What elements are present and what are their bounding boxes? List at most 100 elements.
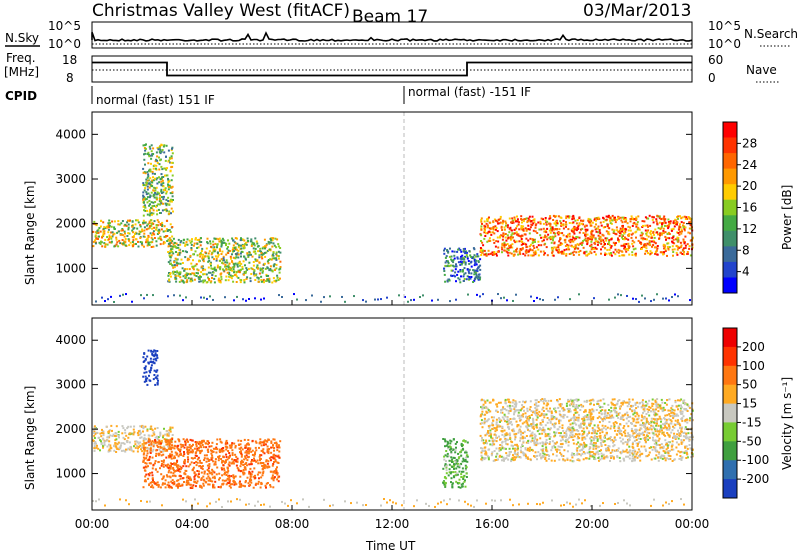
echo-cell	[162, 476, 165, 479]
echo-cell	[154, 427, 157, 430]
echo-cell	[623, 243, 626, 246]
echo-cell	[108, 226, 111, 229]
echo-cell	[557, 251, 560, 254]
echo-cell	[574, 219, 577, 222]
echo-cell	[463, 247, 466, 250]
echo-cell	[178, 453, 181, 456]
echo-cell	[444, 439, 447, 442]
echo-cell	[258, 272, 261, 275]
echo-cell	[139, 436, 142, 439]
echo-cell	[172, 483, 175, 486]
echo-cell	[570, 240, 573, 243]
echo-cell	[634, 252, 637, 255]
echo-cell	[498, 222, 501, 225]
echo-cell	[177, 479, 180, 482]
echo-cell	[628, 245, 631, 248]
echo-cell	[450, 459, 453, 462]
echo-cell	[254, 274, 257, 277]
echo-cell	[144, 163, 146, 166]
echo-cell	[497, 218, 500, 221]
echo-cell	[197, 475, 199, 478]
echo-cell	[104, 504, 106, 507]
echo-cell	[254, 250, 257, 253]
echo-cell	[667, 231, 670, 234]
echo-cell	[449, 498, 451, 501]
echo-cell	[187, 481, 190, 484]
echo-cell	[143, 235, 146, 238]
echo-cell	[155, 370, 158, 373]
echo-cell	[585, 415, 588, 418]
echo-cell	[95, 500, 97, 503]
echo-cell	[535, 412, 538, 414]
echo-cell	[271, 456, 274, 459]
echo-cell	[589, 244, 592, 247]
echo-cell	[460, 473, 463, 476]
echo-cell	[575, 503, 577, 506]
echo-cell	[595, 253, 597, 256]
echo-cell	[590, 441, 593, 444]
echo-cell	[583, 238, 586, 241]
echo-cell	[529, 248, 532, 251]
echo-cell	[250, 463, 253, 466]
echo-cell	[143, 245, 145, 248]
echo-cell	[508, 447, 511, 450]
echo-cell	[234, 237, 237, 240]
echo-cell	[222, 255, 225, 258]
echo-cell	[229, 269, 232, 271]
echo-cell	[212, 240, 215, 243]
echo-cell	[688, 227, 691, 230]
echo-cell	[233, 264, 236, 267]
echo-cell	[147, 175, 150, 178]
echo-cell	[208, 445, 211, 448]
echo-cell	[158, 439, 161, 442]
echo-cell	[227, 279, 230, 282]
echo-cell	[463, 267, 466, 270]
echo-cell	[660, 233, 663, 236]
echo-cell	[172, 210, 174, 213]
echo-cell	[547, 435, 550, 438]
echo-cell	[602, 220, 605, 223]
echo-cell	[448, 471, 451, 474]
echo-cell	[217, 279, 220, 282]
echo-cell	[136, 441, 139, 444]
echo-cell	[148, 196, 151, 199]
echo-cell	[449, 472, 452, 475]
echo-cell	[204, 251, 207, 254]
echo-cell	[152, 147, 155, 150]
y-tick-label: 4000	[55, 127, 86, 141]
echo-cell	[210, 253, 213, 256]
echo-cell	[279, 267, 282, 270]
echo-cell	[192, 259, 194, 262]
echo-cell	[156, 427, 159, 429]
echo-cell	[151, 481, 154, 484]
echo-cell	[514, 458, 516, 461]
echo-cell	[268, 277, 271, 280]
echo-cell	[512, 254, 515, 257]
echo-cell	[686, 253, 689, 255]
echo-cell	[144, 425, 147, 428]
echo-cell	[234, 475, 237, 478]
echo-cell	[144, 184, 147, 187]
echo-cell	[476, 293, 478, 296]
echo-cell	[255, 460, 258, 463]
echo-cell	[242, 238, 245, 241]
echo-cell	[241, 267, 244, 270]
echo-cell	[677, 408, 679, 411]
echo-cell	[653, 433, 656, 436]
echo-cell	[551, 499, 553, 502]
echo-cell	[549, 223, 552, 226]
echo-cell	[200, 478, 203, 481]
echo-cell	[251, 241, 254, 244]
echo-cell	[689, 254, 692, 257]
echo-cell	[537, 221, 540, 224]
echo-cell	[598, 415, 601, 418]
echo-cell	[464, 479, 466, 482]
echo-cell	[578, 253, 581, 256]
echo-cell	[142, 194, 145, 197]
echo-cell	[166, 202, 169, 205]
colorbar-swatch	[723, 261, 737, 278]
echo-cell	[158, 448, 161, 451]
echo-cell	[118, 223, 121, 226]
echo-cell	[213, 267, 216, 270]
echo-cell	[174, 456, 176, 459]
